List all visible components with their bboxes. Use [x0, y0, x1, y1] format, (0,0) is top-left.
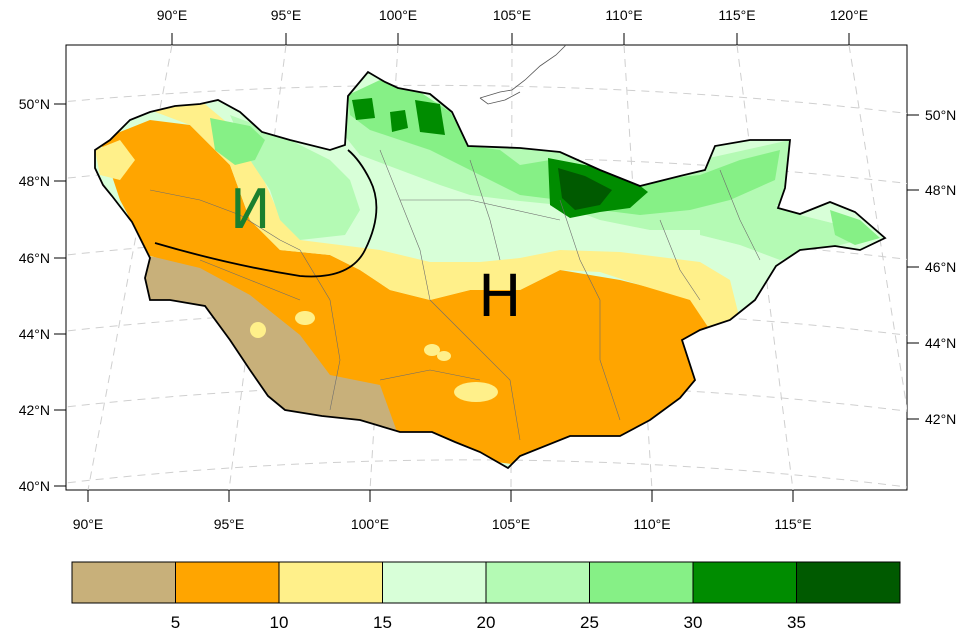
grid-meridian — [848, 45, 907, 412]
left-lat-tick-label: 48°N — [19, 173, 50, 189]
grid-parallel — [66, 157, 907, 184]
colorbar-label: 15 — [373, 613, 392, 632]
bottom-lon-tick-label: 100°E — [351, 516, 389, 532]
bottom-lon-tick-label: 105°E — [492, 516, 530, 532]
annotation-label-black: Н — [478, 262, 522, 330]
grid-parallel — [66, 459, 907, 488]
left-latitude-ticks: 50°N 48°N 46°N 44°N 42°N 40°N — [19, 96, 66, 494]
neighbor-border — [479, 44, 567, 105]
annotation-label-green: И — [230, 178, 270, 241]
top-lon-tick-label: 90°E — [157, 7, 188, 23]
colorbar-swatch — [485, 561, 590, 604]
right-lat-tick-label: 46°N — [925, 259, 956, 275]
colorbar: 5 10 15 20 25 30 35 — [71, 561, 901, 632]
top-lon-tick-label: 105°E — [493, 7, 531, 23]
colorbar-label: 10 — [270, 613, 289, 632]
right-lat-tick-label: 44°N — [925, 335, 956, 351]
colorbar-swatch — [175, 561, 280, 604]
colorbar-label: 35 — [787, 613, 806, 632]
colorbar-swatch — [278, 561, 383, 604]
left-lat-tick-label: 44°N — [19, 326, 50, 342]
colorbar-swatch — [589, 561, 694, 604]
colorbar-swatch — [692, 561, 797, 604]
grid-parallel — [66, 84, 907, 114]
colorbar-label: 30 — [684, 613, 703, 632]
grid-parallel — [66, 232, 907, 260]
right-latitude-ticks: 50°N 48°N 46°N 44°N 42°N — [907, 107, 956, 427]
colorbar-swatch — [382, 561, 487, 604]
bottom-longitude-ticks: 90°E 95°E 100°E 105°E 110°E 115°E — [73, 490, 812, 532]
top-lon-tick-label: 100°E — [379, 7, 417, 23]
colorbar-swatch — [71, 561, 176, 604]
grid-parallel — [66, 308, 907, 336]
right-lat-tick-label: 48°N — [925, 182, 956, 198]
left-lat-tick-label: 42°N — [19, 402, 50, 418]
bottom-lon-tick-label: 95°E — [214, 516, 245, 532]
top-lon-tick-label: 95°E — [271, 7, 302, 23]
top-lon-tick-label: 120°E — [830, 7, 868, 23]
colorbar-label: 25 — [580, 613, 599, 632]
colorbar-swatch — [796, 561, 901, 604]
right-lat-tick-label: 50°N — [925, 107, 956, 123]
top-lon-tick-label: 110°E — [605, 7, 642, 23]
top-longitude-ticks: 90°E 95°E 100°E 105°E 110°E 115°E 120°E — [157, 7, 868, 45]
top-lon-tick-label: 115°E — [718, 7, 755, 23]
bottom-lon-tick-label: 110°E — [633, 516, 670, 532]
left-lat-tick-label: 46°N — [19, 250, 50, 266]
subregion-outline — [154, 149, 378, 278]
right-lat-tick-label: 42°N — [925, 411, 956, 427]
colorbar-label: 5 — [171, 613, 180, 632]
bottom-lon-tick-label: 115°E — [774, 516, 811, 532]
bottom-lon-tick-label: 90°E — [73, 516, 104, 532]
grid-parallel — [66, 383, 907, 412]
left-lat-tick-label: 50°N — [19, 96, 50, 112]
colorbar-label: 20 — [477, 613, 496, 632]
left-lat-tick-label: 40°N — [19, 478, 50, 494]
